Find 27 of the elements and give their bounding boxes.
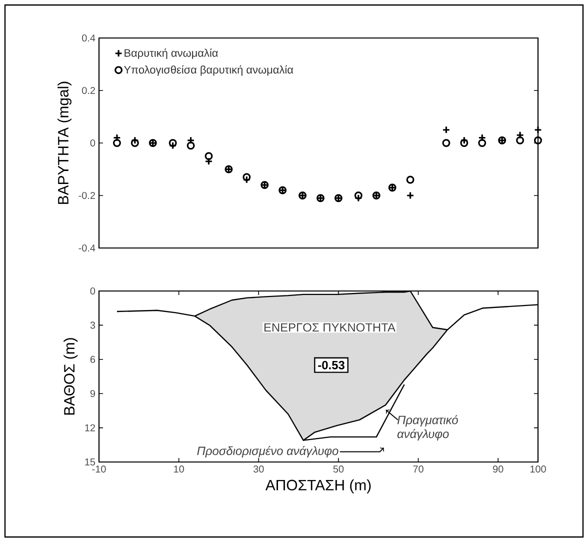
y-tick-label: 12 <box>85 424 95 432</box>
y-tick-label: 0.2 <box>82 86 95 94</box>
annotation: -0.53 <box>318 360 344 370</box>
y-tick-label: 3 <box>90 322 96 329</box>
y-tick-label: 6 <box>90 356 96 363</box>
y-tick-label: -0.4 <box>78 244 96 252</box>
annotation: ΕΝΕΡΓΟΣ ΠΥΚΝΟΤΗΤΑ <box>264 323 396 332</box>
x-tick-label: 70 <box>413 466 424 473</box>
annotation: Προσδιορισμένο ανάγλυφο <box>197 446 338 458</box>
annotation: Πραγματικό ανάγλυφο <box>397 415 458 441</box>
y-tick-label: 0 <box>90 287 96 295</box>
legend-label: Υπολογισθείσα βαρυτική ανωμαλία <box>124 65 294 76</box>
y-tick-label: 15 <box>85 458 96 466</box>
x-tick-label: 30 <box>253 466 264 473</box>
legend-label: Βαρυτική ανωμαλία <box>124 48 218 60</box>
x-tick-label: 90 <box>493 466 504 473</box>
y-tick-label: 0 <box>90 139 96 147</box>
y-tick-label: 9 <box>90 390 96 398</box>
x-axis-title: ΑΠΟΣΤΑΣΗ (m) <box>265 479 371 494</box>
x-tick-label: -10 <box>92 466 106 473</box>
x-tick-label: 50 <box>333 466 344 473</box>
y-tick-label: 0.4 <box>82 34 96 42</box>
x-tick-label: 100 <box>530 466 546 473</box>
y-axis-title: ΒΑΡΥΤΗΤΑ (mgal) <box>58 82 72 204</box>
x-tick-label: 10 <box>174 466 184 473</box>
y-axis-title: ΒΑΘΟΣ (m) <box>64 338 78 415</box>
y-tick-label: -0.2 <box>78 192 95 200</box>
